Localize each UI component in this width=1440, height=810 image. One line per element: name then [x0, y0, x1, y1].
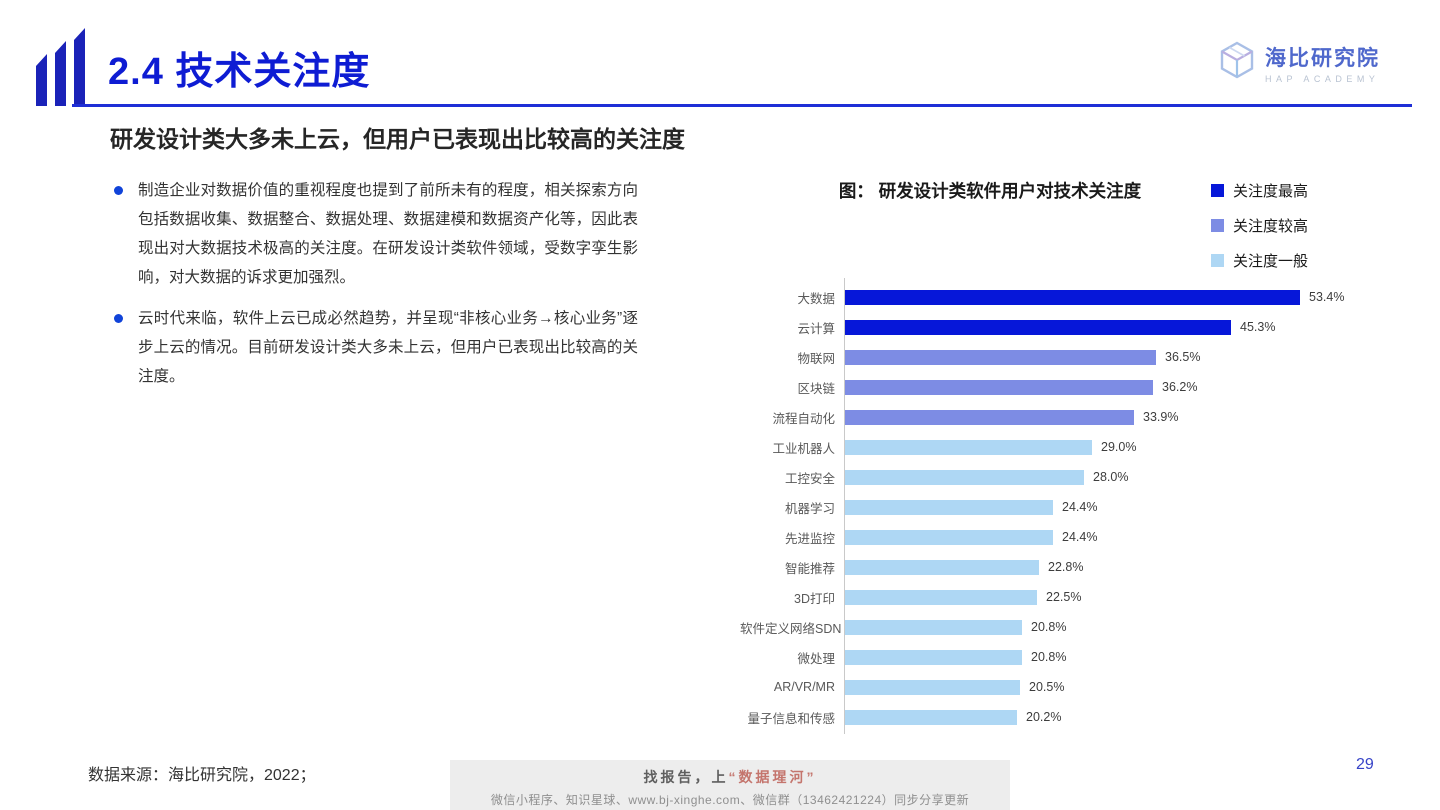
chart-value-label: 24.4% [1062, 500, 1098, 514]
chart-legend: 关注度最高 关注度较高 关注度一般 [1211, 180, 1308, 270]
chart-category-label: 微处理 [797, 651, 835, 666]
chart-value-label: 53.4% [1309, 290, 1345, 304]
legend-swatch [1211, 218, 1224, 232]
chart-row: 软件定义网络SDN 20.8% [740, 612, 1400, 642]
chart-value-label: 33.9% [1143, 410, 1179, 424]
legend-item: 关注度一般 [1211, 250, 1308, 270]
chart-bar [845, 349, 1156, 365]
chart-category-label: 机器学习 [784, 501, 835, 516]
legend-label: 关注度最高 [1233, 182, 1309, 200]
chart-category-label: 量子信息和传感 [747, 711, 835, 726]
chart-category-label: 软件定义网络SDN [740, 621, 842, 636]
chart-row: 大数据 53.4% [740, 282, 1400, 312]
chart-bar [845, 289, 1300, 305]
chart-category-label: 区块链 [797, 381, 835, 396]
footer-promo-detail: 微信小程序、知识星球、www.bj-xinghe.com、微信群（1346242… [490, 793, 970, 807]
chart-row: 3D打印 22.5% [740, 582, 1400, 612]
chart-value-label: 20.5% [1029, 680, 1065, 694]
chart-category-label: 大数据 [797, 291, 835, 306]
legend-label: 关注度一般 [1233, 252, 1309, 270]
chart-bar [845, 559, 1039, 575]
chart-bar [845, 499, 1053, 515]
chart-row: 云计算 45.3% [740, 312, 1400, 342]
chart-row: 工业机器人 29.0% [740, 432, 1400, 462]
chart-bar [845, 469, 1084, 485]
chart-value-label: 22.8% [1048, 560, 1084, 574]
bullet-item: 制造企业对数据价值的重视程度也提到了前所未有的程度，相关探索方向包括数据收集、数… [110, 176, 638, 292]
chart-plot: 大数据 53.4% 云计算 45.3% 物联网 36.5% 区块链 36.2% 流程自动化 33.… [740, 278, 1400, 734]
chart-category-label: 工控安全 [784, 471, 835, 486]
cube-logo-icon [1218, 40, 1256, 85]
section-headline: 研发设计类大多未上云，但用户已表现出比较高的关注度 [110, 126, 685, 152]
chart-row: AR/VR/MR 20.5% [740, 672, 1400, 702]
chart-category-label: 先进监控 [784, 531, 835, 546]
chart-category-label: AR/VR/MR [773, 680, 835, 694]
legend-item: 关注度较高 [1211, 215, 1308, 235]
footer-promo-line: 找报告，上“数据瑆河” [450, 767, 1010, 787]
footer-promo-prefix: 找报告，上 [643, 769, 729, 785]
chart-bar [845, 589, 1037, 605]
header-divider [72, 104, 1412, 107]
chart-row: 机器学习 24.4% [740, 492, 1400, 522]
chart-bar [845, 319, 1231, 335]
chart-bar [845, 409, 1134, 425]
chart-value-label: 22.5% [1046, 590, 1082, 604]
chart-row: 流程自动化 33.9% [740, 402, 1400, 432]
chart-category-label: 工业机器人 [772, 441, 835, 456]
chart-value-label: 20.8% [1031, 620, 1067, 634]
chart-row: 量子信息和传感 20.2% [740, 702, 1400, 732]
page-number: 29 [1356, 756, 1374, 773]
bullet-dot-icon [114, 186, 123, 195]
chart-category-label: 物联网 [797, 351, 835, 366]
chart-value-label: 24.4% [1062, 530, 1098, 544]
legend-swatch [1211, 253, 1224, 267]
chart-value-label: 28.0% [1093, 470, 1129, 484]
bullet-text: 制造企业对数据价值的重视程度也提到了前所未有的程度，相关探索方向包括数据收集、数… [138, 182, 638, 286]
chart-category-label: 流程自动化 [772, 411, 835, 426]
chart-row: 微处理 20.8% [740, 642, 1400, 672]
legend-item: 关注度最高 [1211, 180, 1308, 200]
chart-row: 物联网 36.5% [740, 342, 1400, 372]
chart-value-label: 36.5% [1165, 350, 1201, 364]
chart-value-label: 20.2% [1026, 710, 1062, 724]
chart-row: 区块链 36.2% [740, 372, 1400, 402]
chart-bar [845, 709, 1017, 725]
chart-bar [845, 679, 1020, 695]
chart-bar [845, 379, 1153, 395]
chart-bar [845, 529, 1053, 545]
legend-label: 关注度较高 [1233, 217, 1309, 235]
bullet-text: 云时代来临，软件上云已成必然趋势，并呈现“非核心业务→核心业务”逐步上云的情况。… [138, 310, 638, 385]
bullet-dot-icon [114, 314, 123, 323]
chart-bar [845, 619, 1022, 635]
chart-category-label: 云计算 [797, 321, 835, 336]
bullet-item: 云时代来临，软件上云已成必然趋势，并呈现“非核心业务→核心业务”逐步上云的情况。… [110, 304, 638, 391]
chart-row: 智能推荐 22.8% [740, 552, 1400, 582]
footer-promo-brand: “数据瑆河” [728, 769, 817, 785]
brand-logo: 海比研究院 HAP ACADEMY [1218, 40, 1380, 85]
chart-row: 工控安全 28.0% [740, 462, 1400, 492]
chart-bar [845, 649, 1022, 665]
chart-category-label: 智能推荐 [784, 561, 835, 576]
legend-swatch [1211, 183, 1224, 197]
logo-subtitle: HAP ACADEMY [1265, 73, 1380, 84]
bullet-list: 制造企业对数据价值的重视程度也提到了前所未有的程度，相关探索方向包括数据收集、数… [110, 176, 638, 391]
chart-value-label: 20.8% [1031, 650, 1067, 664]
chart-bar [845, 439, 1092, 455]
chart-row: 先进监控 24.4% [740, 522, 1400, 552]
footer-watermark: 找报告，上“数据瑆河” 微信小程序、知识星球、www.bj-xinghe.com… [450, 760, 1010, 810]
data-source-note: 数据来源：海比研究院，2022； [88, 767, 316, 784]
chart-category-label: 3D打印 [794, 591, 835, 606]
chart-value-label: 29.0% [1101, 440, 1137, 454]
chart-value-label: 36.2% [1162, 380, 1198, 394]
bar-chart-logo-icon [36, 28, 88, 113]
chart-title: 图： 研发设计类软件用户对技术关注度 [838, 181, 1142, 201]
chart-value-label: 45.3% [1240, 320, 1276, 334]
page-title: 2.4 技术关注度 [108, 51, 371, 93]
logo-name: 海比研究院 [1265, 46, 1380, 70]
